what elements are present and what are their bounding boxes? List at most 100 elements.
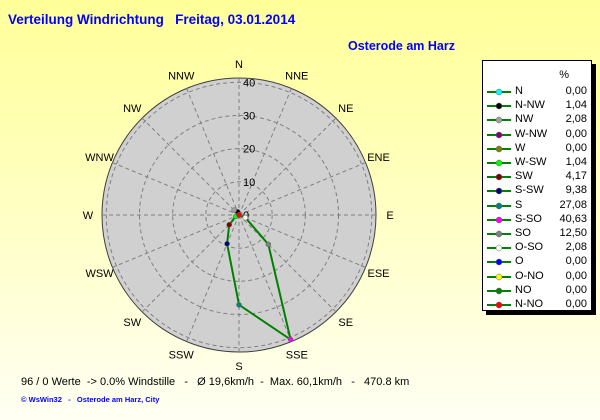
data-point-so <box>265 241 272 248</box>
legend-item: S-SW 9,38 <box>483 184 591 198</box>
legend-marker-icon <box>487 117 511 124</box>
grid-spoke <box>238 162 366 216</box>
legend-value: 0,00 <box>565 127 587 140</box>
legend-marker-icon <box>487 259 511 266</box>
grid-spoke <box>238 88 292 216</box>
direction-label: E <box>386 210 393 222</box>
direction-label: SSE <box>286 350 308 362</box>
radial-tick-label: 20 <box>243 144 255 156</box>
grid-spoke <box>238 214 337 313</box>
legend-value: 2,08 <box>565 241 587 254</box>
grid-spoke <box>141 117 240 216</box>
legend-item: W-NW 0,00 <box>483 128 591 142</box>
direction-label: NW <box>123 103 142 115</box>
legend-marker-icon <box>487 230 511 238</box>
direction-label: ENE <box>367 152 390 164</box>
legend-value: 1,04 <box>565 99 587 112</box>
chart-subtitle: Osterode am Harz <box>348 39 455 53</box>
direction-label: ESE <box>367 268 389 280</box>
legend-item: O-NO 0,00 <box>483 270 591 284</box>
legend-marker-icon <box>487 88 511 96</box>
legend-value: 0,00 <box>565 269 587 282</box>
legend-label: N-NO <box>515 298 544 310</box>
data-point-s-so <box>287 336 294 343</box>
data-point-sw <box>226 222 232 228</box>
legend-label: N <box>515 85 523 97</box>
legend-item: S-SO 40,63 <box>483 213 591 227</box>
legend-label: W-NW <box>515 127 548 140</box>
direction-label: SE <box>338 317 353 329</box>
direction-label: NNW <box>168 70 195 82</box>
grid-spoke <box>186 88 240 216</box>
legend-item: W 0,00 <box>483 142 591 156</box>
legend-label: SO <box>515 227 531 239</box>
data-point-s <box>236 302 242 308</box>
legend-value: 27,08 <box>559 198 587 211</box>
data-point-o-so <box>242 214 249 221</box>
legend-marker-icon <box>487 102 511 110</box>
legend-value: 0,00 <box>565 283 587 296</box>
radial-tick-label: 30 <box>243 110 255 122</box>
legend-value: 0,00 <box>565 141 587 154</box>
legend-value: 40,63 <box>559 212 587 225</box>
legend-marker-icon <box>487 202 511 209</box>
data-point-s-sw <box>224 240 230 247</box>
legend-label: SW <box>515 170 533 183</box>
stats-footer: 96 / 0 Werte -> 0.0% Windstille - Ø 19,6… <box>21 376 410 388</box>
legend-value: 12,50 <box>559 227 587 239</box>
legend-item: O-SO 2,08 <box>483 241 591 255</box>
legend-value: 4,17 <box>565 170 587 183</box>
legend-item: S 27,08 <box>483 199 591 213</box>
grid-spoke <box>238 214 292 342</box>
legend-label: S-SW <box>515 184 544 197</box>
legend-item: W-SW 1,04 <box>483 156 591 170</box>
legend-label: O-SO <box>515 241 544 254</box>
direction-label: NE <box>338 103 353 115</box>
data-point-n-no <box>236 212 242 218</box>
legend-marker-icon <box>487 216 511 224</box>
grid-spoke <box>112 214 240 268</box>
legend-item: N-NW 1,04 <box>483 99 591 113</box>
direction-label: SW <box>123 317 141 329</box>
legend-label: S-SO <box>515 212 542 225</box>
legend-label: NO <box>515 283 532 296</box>
direction-label: WSW <box>85 268 114 280</box>
legend-label: S <box>515 198 523 211</box>
legend-marker-icon <box>487 244 511 252</box>
direction-label: WNW <box>85 152 114 164</box>
grid-circle <box>205 181 273 249</box>
legend-header: % <box>559 69 569 81</box>
radial-tick-label: 40 <box>243 77 255 89</box>
radial-tick-label: 10 <box>243 177 255 189</box>
data-point-nw <box>231 207 237 213</box>
legend-item: NO 0,00 <box>483 284 591 298</box>
legend-marker-icon <box>487 287 511 295</box>
legend-item: N 0,00 <box>483 85 591 99</box>
legend-marker-icon <box>487 131 511 138</box>
grid-spoke <box>238 117 337 216</box>
legend-marker-icon <box>487 159 511 167</box>
legend-label: NW <box>515 113 534 126</box>
legend-item: O 0,00 <box>483 255 591 269</box>
legend-item: SO 12,50 <box>483 227 591 241</box>
legend-value: 1,04 <box>565 156 587 168</box>
direction-label: NNE <box>285 70 308 82</box>
legend-item: N-NO 0,00 <box>483 298 591 312</box>
legend-marker-icon <box>487 145 511 153</box>
legend-label: O-NO <box>515 269 544 282</box>
direction-label: W <box>83 210 94 222</box>
legend-marker-icon <box>487 273 511 280</box>
legend-value: 9,38 <box>565 184 587 197</box>
copyright: © WsWin32 - Osterode am Harz, City <box>21 395 160 404</box>
grid-circle <box>105 81 373 349</box>
chart-title: Verteilung Windrichtung Freitag, 03.01.2… <box>8 12 296 27</box>
legend-item: SW 4,17 <box>483 170 591 184</box>
legend-value: 0,00 <box>565 298 587 310</box>
legend-value: 2,08 <box>565 113 587 126</box>
grid-spoke <box>112 162 240 216</box>
legend-value: 0,00 <box>565 85 587 97</box>
grid-spoke <box>186 214 240 342</box>
legend-marker-icon <box>487 188 511 195</box>
legend-label: N-NW <box>515 99 545 112</box>
